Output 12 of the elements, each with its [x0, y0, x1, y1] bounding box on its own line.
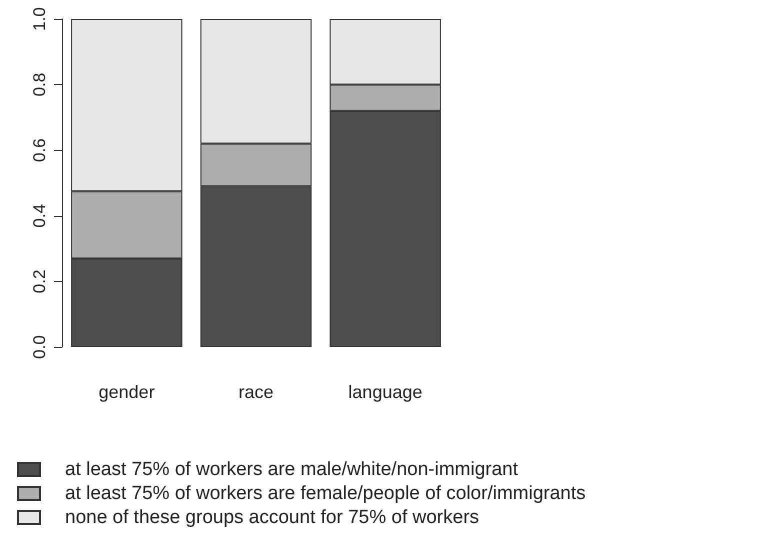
y-tick-label: 0.2: [30, 270, 49, 294]
legend-label: none of these groups account for 75% of workers: [65, 507, 480, 528]
y-tick-label: 0.6: [30, 138, 49, 162]
x-tick-label: language: [348, 382, 422, 402]
x-tick-label: race: [238, 382, 274, 402]
y-tick-label: 1.0: [30, 7, 49, 31]
legend-label: at least 75% of workers are male/white/non-immigrant: [65, 459, 519, 480]
x-tick-label: gender: [98, 382, 155, 402]
y-tick-label: 0.0: [30, 335, 49, 359]
y-tick-label: 0.4: [30, 204, 49, 228]
legend-label: at least 75% of workers are female/people of color/immigrants: [65, 483, 586, 504]
y-tick-label: 0.8: [30, 72, 49, 96]
